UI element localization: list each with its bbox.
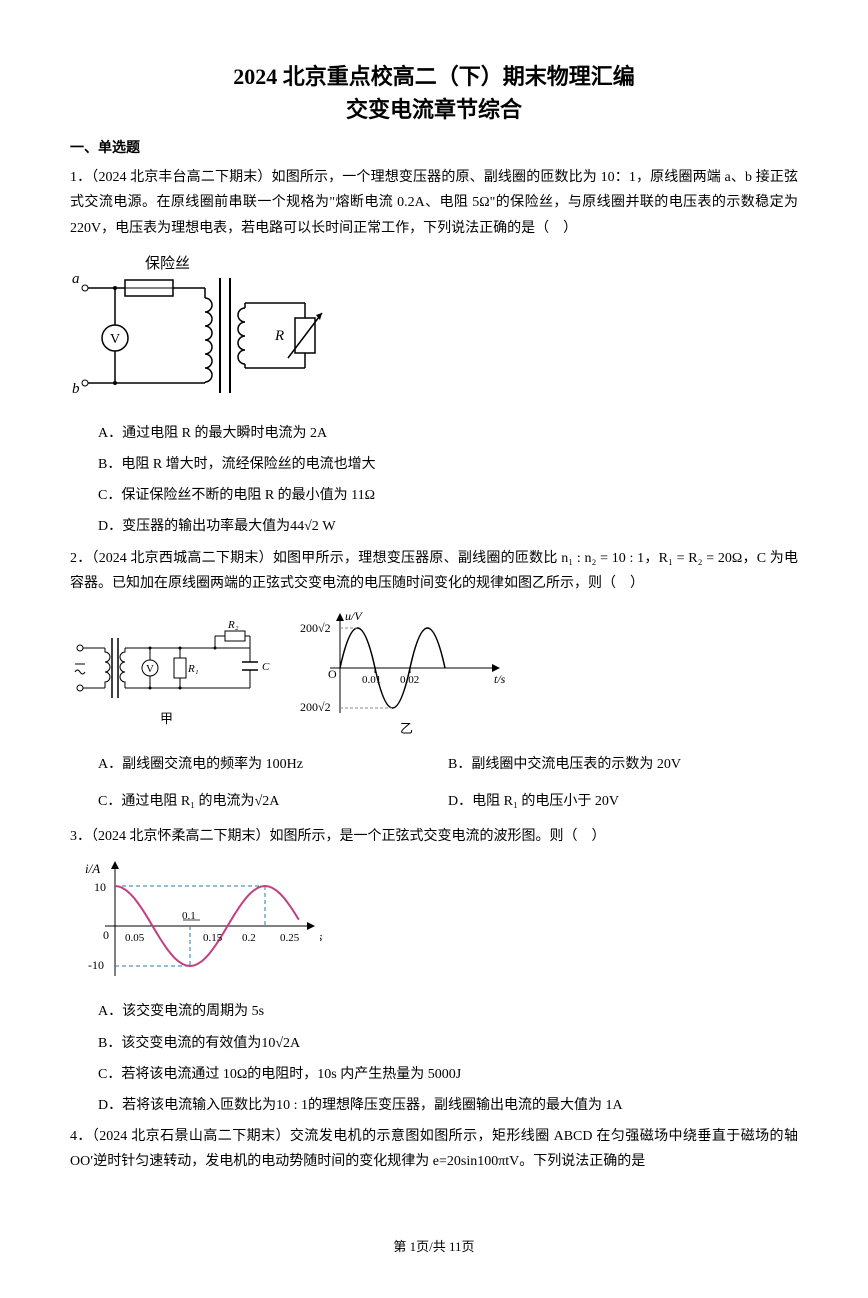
q1-optB: B．电阻 R 增大时，流经保险丝的电流也增大 (98, 452, 798, 477)
resistor-r-label: R (274, 328, 284, 344)
q3-optC: C．若将该电流通过 10Ω的电阻时，10s 内产生热量为 5000J (98, 1062, 798, 1087)
fuse-label: 保险丝 (145, 255, 190, 272)
q1-figure: 保险丝 a V b (70, 253, 798, 413)
q2-optD: D．电阻 R₁ 的电压小于 20V (448, 789, 798, 814)
q2-xlabel: t/s (494, 672, 506, 686)
q1-optA: A．通过电阻 R 的最大瞬时电流为 2A (98, 421, 798, 446)
q3-optD: D．若将该电流输入匝数比为10 : 1的理想降压变压器，副线圈输出电流的最大值为… (98, 1093, 798, 1118)
q2-ylabel: u/V (345, 609, 363, 623)
q3-optB: B．该交变电流的有效值为10√2A (98, 1031, 798, 1056)
q2-voltmeter: V (146, 663, 154, 675)
q2-optA: A．副线圈交流电的频率为 100Hz (98, 752, 448, 777)
terminal-b: b (72, 381, 80, 397)
q3-zero: 0 (103, 928, 109, 942)
q3-ymin: -10 (88, 958, 104, 972)
q1-optD: D．变压器的输出功率最大值为44√2 W (98, 514, 798, 539)
q3-t3: 0.15 (203, 932, 223, 944)
q3-ylabel: i/A (85, 861, 100, 876)
q2-origin: O (328, 667, 337, 681)
q2-figure: V R₁ R₂ C 甲 (70, 608, 798, 738)
q3-ymax: 10 (94, 880, 106, 894)
title-line1: 2024 北京重点校高二（下）期末物理汇编 (70, 60, 798, 93)
q2-xtick2: 0.02 (400, 674, 419, 686)
q3-t4: 0.2 (242, 932, 256, 944)
q1-stem: 1．（2024 北京丰台高二下期末）如图所示，一个理想变压器的原、副线圈的匝数比… (70, 165, 798, 241)
caption-left: 甲 (160, 711, 173, 726)
q2-optC: C．通过电阻 R₁ 的电流为√2A (98, 789, 448, 814)
q2-r2: R₂ (227, 619, 239, 631)
caption-right: 乙 (400, 721, 413, 736)
q3-stem: 3．（2024 北京怀柔高二下期末）如图所示，是一个正弦式交变电流的波形图。则（… (70, 824, 798, 849)
section-header: 一、单选题 (70, 136, 798, 161)
q2-stem: 2．（2024 北京西城高二下期末）如图甲所示，理想变压器原、副线圈的匝数比 n… (70, 546, 798, 596)
question-2: 2．（2024 北京西城高二下期末）如图甲所示，理想变压器原、副线圈的匝数比 n… (70, 546, 798, 821)
page-footer: 第 1页/共 11页 (70, 1235, 798, 1258)
q2-r1: R₁ (187, 663, 199, 675)
q4-stem: 4．（2024 北京石景山高二下期末）交流发电机的示意图如图所示，矩形线圈 AB… (70, 1124, 798, 1174)
q2-optB: B．副线圈中交流电压表的示数为 20V (448, 752, 798, 777)
q2-ymax: 200√2 (300, 621, 331, 635)
question-3: 3．（2024 北京怀柔高二下期末）如图所示，是一个正弦式交变电流的波形图。则（… (70, 824, 798, 1118)
q3-t1: 0.05 (125, 932, 145, 944)
voltmeter-icon: V (110, 332, 120, 347)
q2-xtick1: 0.01 (362, 674, 381, 686)
q3-optA: A．该交变电流的周期为 5s (98, 999, 798, 1024)
q3-figure: i/A t/s 10 0 -10 (70, 861, 798, 991)
terminal-a: a (72, 271, 80, 287)
q2-ymin: -200√2 (300, 700, 331, 714)
title-line2: 交变电流章节综合 (70, 93, 798, 126)
q2-cap: C (262, 661, 270, 673)
question-1: 1．（2024 北京丰台高二下期末）如图所示，一个理想变压器的原、副线圈的匝数比… (70, 165, 798, 539)
question-4: 4．（2024 北京石景山高二下期末）交流发电机的示意图如图所示，矩形线圈 AB… (70, 1124, 798, 1174)
q3-t5: 0.25 (280, 932, 300, 944)
q1-optC: C．保证保险丝不断的电阻 R 的最小值为 11Ω (98, 483, 798, 508)
